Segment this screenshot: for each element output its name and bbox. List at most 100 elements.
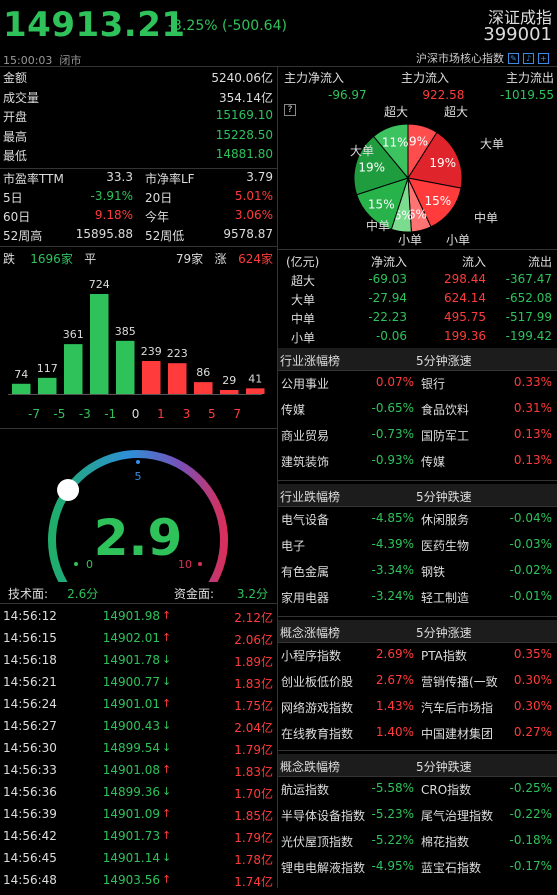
tick-row[interactable]: 14:56:42 14901.73 ↑ 1.79亿: [0, 829, 277, 851]
index-price: 14913.21: [3, 5, 186, 45]
arrow-down-icon: ↓: [162, 741, 172, 754]
pie-category-label: 大单: [350, 144, 374, 158]
board-title: 行业涨幅榜: [280, 354, 341, 368]
dist-value-label: 223: [167, 347, 188, 360]
index-name: 深证成指: [487, 8, 552, 27]
index-code: 399001: [483, 24, 552, 45]
board-subtitle: 5分钟涨速: [416, 354, 472, 368]
board-item-name: 棉花指数: [421, 835, 470, 849]
tick-time: 14:56:30: [3, 741, 57, 755]
gauge-arc: [48, 450, 228, 582]
tick-row[interactable]: 14:56:48 14903.56 ↑ 1.74亿: [0, 873, 277, 895]
board-item-change: -4.85%: [371, 511, 414, 525]
dist-bar: [90, 294, 109, 394]
board-item-name: 钢铁: [421, 565, 446, 579]
tick-row[interactable]: 14:56:30 14899.54 ↓ 1.79亿: [0, 741, 277, 763]
board-header[interactable]: 概念跌幅榜 5分钟跌速: [278, 754, 557, 776]
tick-price: 14901.78: [102, 653, 160, 667]
board-item-name: 电气设备: [281, 513, 330, 527]
board-item-name: PTA指数: [421, 649, 467, 663]
pie-pct-label: 15%: [425, 194, 452, 208]
board-item-change: -0.04%: [509, 511, 552, 525]
tick-volume: 1.85亿: [234, 809, 273, 823]
tick-time: 14:56:45: [3, 851, 57, 865]
board-item-change: -0.22%: [509, 807, 552, 821]
arrow-up-icon: ↑: [162, 807, 172, 820]
edit-icon[interactable]: ✎: [508, 52, 519, 64]
tick-row[interactable]: 14:56:45 14901.14 ↓ 1.78亿: [0, 851, 277, 873]
dist-tick-label: 0: [132, 407, 140, 421]
board-item-change: -0.73%: [371, 427, 414, 441]
board-subtitle: 5分钟涨速: [416, 626, 472, 640]
gauge-max-label: 10: [178, 558, 192, 571]
tick-volume: 2.04亿: [234, 721, 273, 735]
pie-category-label: 超大: [444, 104, 468, 119]
arrow-up-icon: ↑: [162, 609, 172, 622]
tick-volume: 1.83亿: [234, 765, 273, 779]
board-header[interactable]: 概念涨幅榜 5分钟涨速: [278, 620, 557, 642]
dist-value-label: 29: [222, 374, 236, 387]
board-item-change: 0.35%: [513, 647, 552, 661]
tick-volume: 1.83亿: [234, 677, 273, 691]
dist-bar: [64, 344, 83, 394]
tick-volume: 1.79亿: [234, 831, 273, 845]
tick-time: 14:56:36: [3, 785, 57, 799]
gauge-min-label: 0: [86, 558, 93, 571]
board-item-name: 医药生物: [421, 539, 470, 553]
return-row: 5日 -3.91% 20日 5.01%: [3, 189, 273, 205]
board-item-change: -3.34%: [371, 563, 414, 577]
board-item-change: -0.18%: [509, 833, 552, 847]
tick-row[interactable]: 14:56:15 14902.01 ↑ 2.06亿: [0, 631, 277, 653]
board-subtitle: 5分钟跌速: [416, 760, 472, 774]
dist-tick-label: -1: [104, 407, 116, 421]
board-item-change: 0.27%: [513, 725, 552, 739]
tick-row[interactable]: 14:56:33 14901.08 ↑ 1.83亿: [0, 763, 277, 785]
tick-row[interactable]: 14:56:21 14900.77 ↓ 1.83亿: [0, 675, 277, 697]
tick-row[interactable]: 14:56:18 14901.78 ↓ 1.89亿: [0, 653, 277, 675]
arrow-down-icon: ↓: [162, 851, 172, 864]
tick-price: 14902.01: [102, 631, 160, 645]
bell-icon[interactable]: ♪: [523, 52, 534, 64]
dist-tick-label: 3: [183, 407, 191, 421]
help-icon[interactable]: ?: [284, 104, 296, 116]
board-item-change: 2.69%: [375, 647, 414, 661]
tick-row[interactable]: 14:56:12 14901.98 ↑ 2.12亿: [0, 609, 277, 631]
board-item-change: 0.31%: [513, 401, 552, 415]
arrow-down-icon: ↓: [162, 719, 172, 732]
add-icon[interactable]: +: [538, 52, 549, 64]
tick-row[interactable]: 14:56:24 14901.01 ↑ 1.75亿: [0, 697, 277, 719]
board-item-change: 2.67%: [375, 673, 414, 687]
gauge-knob: [57, 478, 80, 501]
board-item-name: 尾气治理指数: [421, 809, 494, 823]
pie-pct-label: 9%: [409, 135, 428, 149]
board-title: 概念涨幅榜: [280, 626, 341, 640]
tick-price: 14903.56: [102, 873, 160, 887]
board-item-name: 有色金属: [281, 565, 330, 579]
dist-value-label: 74: [14, 368, 28, 381]
arrow-up-icon: ↑: [162, 873, 172, 886]
tick-row[interactable]: 14:56:27 14900.43 ↓ 2.04亿: [0, 719, 277, 741]
tick-time: 14:56:27: [3, 719, 57, 733]
tick-time: 14:56:39: [3, 807, 57, 821]
board-item-change: -0.17%: [509, 859, 552, 873]
dist-tick-label: -5: [53, 407, 65, 421]
tick-price: 14899.36: [102, 785, 160, 799]
board-item-name: 商业贸易: [281, 429, 330, 443]
timestamp: 15:00:03 闭市: [3, 54, 82, 67]
board-header[interactable]: 行业跌幅榜 5分钟跌速: [278, 484, 557, 506]
arrow-up-icon: ↑: [162, 631, 172, 644]
tick-row[interactable]: 14:56:36 14899.36 ↓ 1.70亿: [0, 785, 277, 807]
dist-bar: [116, 340, 135, 394]
tick-price: 14899.54: [102, 741, 160, 755]
board-header[interactable]: 行业涨幅榜 5分钟涨速: [278, 348, 557, 370]
board-item-change: -4.39%: [371, 537, 414, 551]
tick-row[interactable]: 14:56:39 14901.09 ↑ 1.85亿: [0, 807, 277, 829]
board-item-change: -0.25%: [509, 781, 552, 795]
dist-bar: [194, 382, 213, 394]
tick-time: 14:56:15: [3, 631, 57, 645]
pie-category-label: 小单: [398, 233, 422, 247]
board-item-change: -4.95%: [371, 859, 414, 873]
board-item-name: 食品饮料: [421, 403, 470, 417]
board-item-name: 建筑装饰: [281, 455, 330, 469]
